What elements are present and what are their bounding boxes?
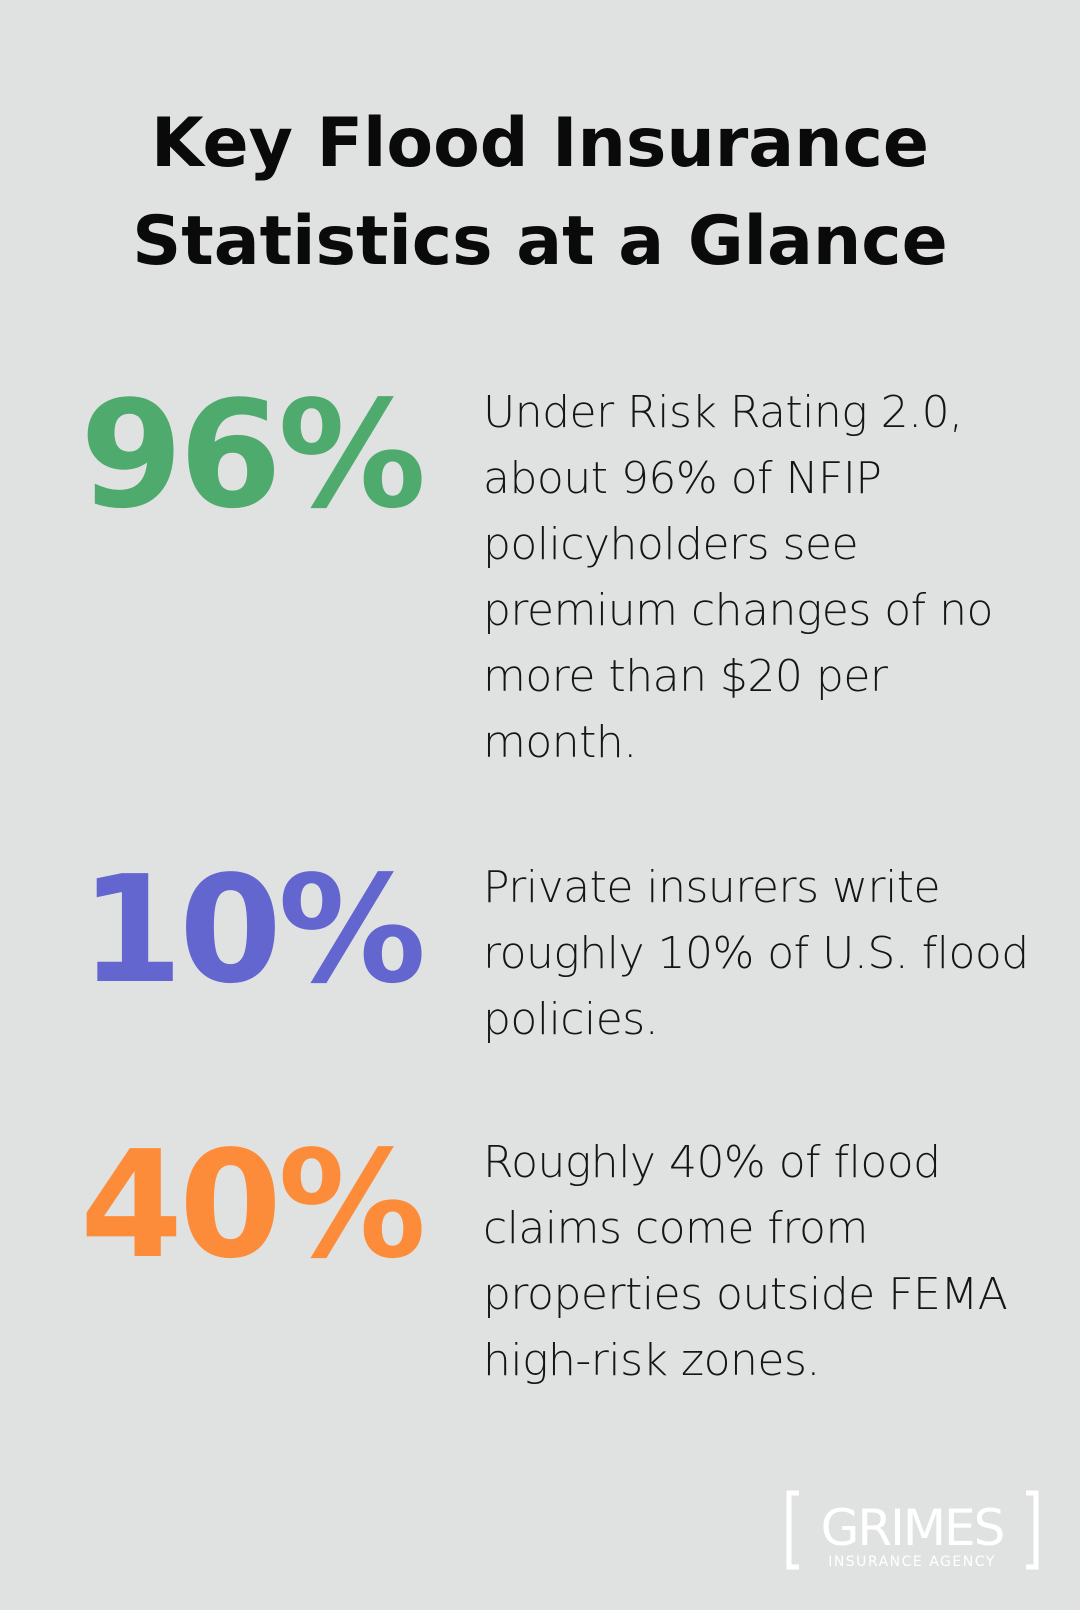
grimes-logo: GRIMES INSURANCE AGENCY: [786, 1490, 1039, 1570]
stat-description: Under Risk Rating 2.0, about 96% of NFIP…: [483, 387, 993, 768]
stat-description: Private insurers write roughly 10% of U.…: [483, 862, 1029, 1045]
svg-text:INSURANCE AGENCY: INSURANCE AGENCY: [828, 1554, 996, 1570]
svg-text:GRIMES: GRIMES: [821, 1499, 1004, 1557]
stat-value: 10%: [80, 844, 426, 1016]
page-title: Key Flood Insurance Statistics at a Glan…: [132, 104, 948, 281]
stat-value: 40%: [80, 1119, 426, 1291]
stat-description: Roughly 40% of flood claims come from pr…: [483, 1137, 1008, 1386]
stat-value: 96%: [80, 369, 426, 541]
